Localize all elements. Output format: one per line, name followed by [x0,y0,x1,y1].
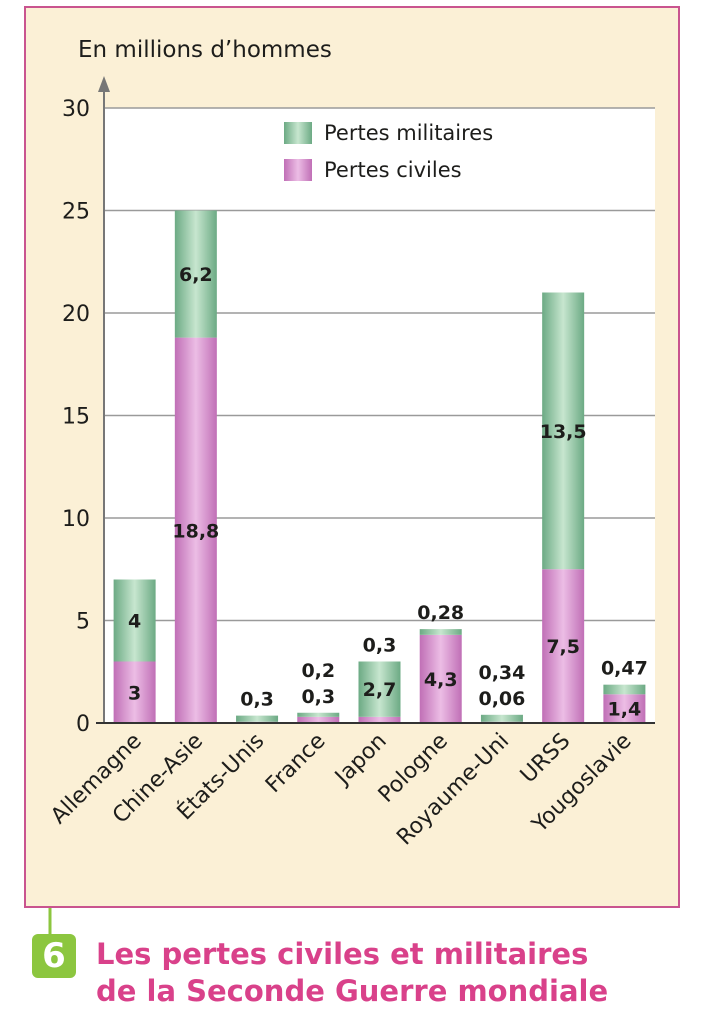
data-label-military-4: 2,7 [363,679,397,701]
data-label-civil-4: 0,3 [363,635,397,657]
data-label-civil-1: 18,8 [172,520,219,542]
legend: Pertes militaires Pertes civiles [284,121,493,182]
data-label-military-5: 0,28 [417,602,464,624]
caption-line-2: de la Seconde Guerre mondiale [96,974,609,1008]
bar-civil-0 [113,661,156,723]
data-label-military-2: 0,3 [240,689,274,711]
bar-civil-3 [297,716,340,723]
caption-line-1: Les pertes civiles et militaires [96,937,589,971]
bar-military-8 [603,684,646,695]
data-label-military-7: 13,5 [540,421,587,443]
bar-military-1 [174,210,217,338]
bar-military-7 [542,292,585,570]
bar-civil-8 [603,694,646,723]
y-tick-label-30: 30 [62,97,90,122]
figure-number-badge: 6 [32,934,76,978]
bar-military-0 [113,579,156,662]
bar-military-2 [236,715,279,722]
y-tick-label-0: 0 [76,712,90,737]
bar-military-5 [419,629,462,635]
y-axis-arrow-icon [98,76,110,92]
data-label-civil-8: 1,4 [608,699,642,721]
data-label-civil-0: 3 [128,682,141,704]
data-label-military-3: 0,2 [301,660,335,682]
data-label-civil-6: 0,06 [478,688,525,710]
legend-swatch-military [284,122,312,144]
y-axis-unit-label: En millions d’hommes [78,37,332,63]
bar-civil-5 [419,634,462,723]
bars [113,210,646,723]
data-label-military-8: 0,47 [601,658,648,680]
bar-civil-1 [174,337,217,723]
data-label-civil-3: 0,3 [301,686,335,708]
y-tick-label-5: 5 [76,610,90,635]
category-label-3: France [261,729,330,798]
data-label-military-0: 4 [128,611,141,633]
figure-caption: Les pertes civiles et militaires de la S… [96,936,696,1010]
bar-military-6 [480,714,523,722]
data-label-civil-5: 4,3 [424,669,458,691]
bar-military-3 [297,712,340,717]
y-tick-label-20: 20 [62,302,90,327]
y-axis-ticks: 0 5 10 15 20 25 30 [62,97,90,737]
data-label-civil-7: 7,5 [546,636,580,658]
data-labels: 3 4 18,8 6,2 0,3 0,3 0,2 2,7 0,3 4,3 0,28 0,06 0,34 7… [128,264,648,721]
bar-civil-4 [358,716,401,723]
bar-military-4 [358,661,401,717]
legend-swatch-civil [284,159,312,181]
category-label-7: URSS [516,729,576,789]
bar-civil-7 [542,569,585,723]
y-tick-label-15: 15 [62,405,90,430]
data-label-military-6: 0,34 [478,662,525,684]
legend-label-military: Pertes militaires [324,121,493,145]
data-label-military-1: 6,2 [179,264,213,286]
y-tick-label-10: 10 [62,507,90,532]
legend-label-civil: Pertes civiles [324,158,462,182]
y-tick-label-25: 25 [62,200,90,225]
category-label-6: Royaume-Uni [392,729,514,851]
